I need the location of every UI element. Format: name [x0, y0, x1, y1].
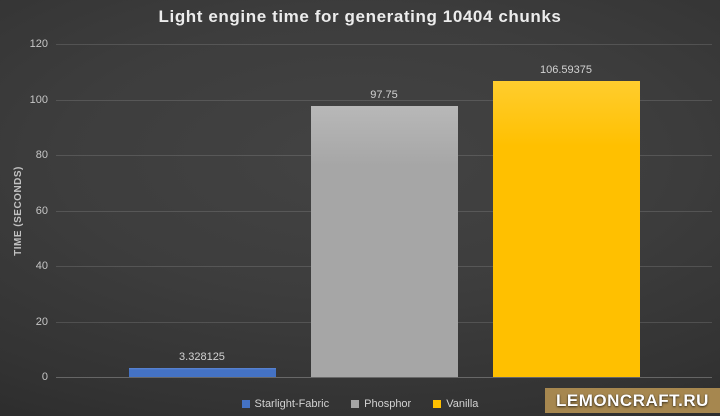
bar-value-label: 106.59375: [540, 64, 592, 76]
y-tick-label: 40: [35, 260, 48, 272]
bar-vanilla: [493, 81, 640, 377]
plot-area: 3.328125 97.75 106.59375: [56, 44, 712, 378]
legend-swatch: [241, 400, 250, 408]
legend-label: Phosphor: [364, 398, 412, 410]
legend-swatch: [433, 400, 442, 408]
y-tick-label: 0: [41, 371, 48, 383]
legend-label: Starlight-Fabric: [254, 398, 330, 410]
watermark-badge: LEMONCRAFT.RU: [545, 388, 720, 413]
legend-item-vanilla: Vanilla: [433, 398, 478, 410]
bar-value-label: 3.328125: [179, 351, 225, 363]
y-tick-label: 60: [35, 205, 48, 217]
legend-item-starlight-fabric: Starlight-Fabric: [241, 398, 330, 410]
y-tick-label: 120: [29, 38, 48, 50]
gridline: [56, 100, 712, 101]
y-tick-label: 20: [35, 316, 48, 328]
legend: Starlight-Fabric Phosphor Vanilla: [0, 398, 720, 410]
bar-phosphor: [311, 106, 458, 377]
x-axis-line: [56, 377, 712, 378]
legend-swatch: [351, 400, 360, 408]
gridline: [56, 44, 712, 45]
chart-title: Light engine time for generating 10404 c…: [158, 7, 562, 26]
bar-value-label: 97.75: [370, 89, 398, 101]
legend-label: Vanilla: [446, 398, 479, 410]
y-axis-tick-labels: 120 100 80 60 40 20 0: [8, 38, 48, 383]
bar-starlight-fabric: [129, 368, 276, 377]
legend-item-phosphor: Phosphor: [351, 398, 411, 410]
y-tick-label: 80: [35, 149, 48, 161]
y-tick-label: 100: [29, 94, 48, 106]
